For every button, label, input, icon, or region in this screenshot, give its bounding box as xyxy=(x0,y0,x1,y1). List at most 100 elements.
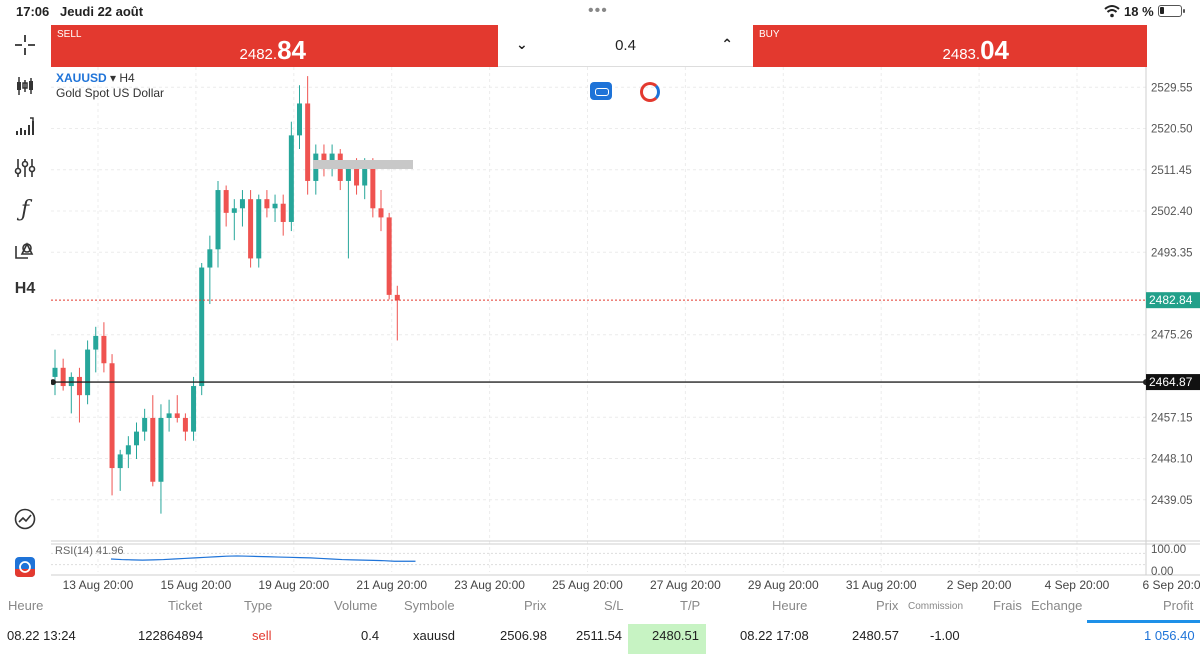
trade-app-icon[interactable] xyxy=(10,552,40,582)
candle-body xyxy=(329,153,335,163)
x-tick-label: 2 Sep 20:00 xyxy=(947,578,1012,592)
row-ticket: 122864894 xyxy=(138,628,204,643)
sell-button[interactable]: SELL 2482.84 xyxy=(51,25,498,67)
y-tick-label: 2529.55 xyxy=(1151,82,1193,94)
objects-icon[interactable] xyxy=(10,235,40,265)
x-tick-label: 25 Aug 20:00 xyxy=(552,578,623,592)
candle-body xyxy=(93,335,99,350)
order-line-handle xyxy=(51,379,56,386)
col-prix-close[interactable]: Prix xyxy=(876,598,899,613)
candle-body xyxy=(199,267,205,387)
col-volume[interactable]: Volume xyxy=(334,598,378,613)
x-tick-label: 27 Aug 20:00 xyxy=(650,578,721,592)
tp-highlight xyxy=(628,624,706,654)
col-sl[interactable]: S/L xyxy=(604,598,624,613)
candle-body xyxy=(297,103,302,136)
rsi-tick-label: 100.00 xyxy=(1151,544,1186,556)
buy-button[interactable]: BUY 2483.04 xyxy=(753,25,1147,67)
sell-label: SELL xyxy=(57,29,82,40)
col-profit[interactable]: Profit xyxy=(1163,598,1194,613)
volume-decrease-chevron-down-icon[interactable]: ⌄ xyxy=(516,36,528,52)
bid-price-label: 2482.84 xyxy=(1149,293,1193,307)
candle-body xyxy=(362,162,368,186)
y-tick-label: 2511.45 xyxy=(1151,165,1192,177)
x-tick-label: 6 Sep 20:00 xyxy=(1143,578,1200,592)
buy-label: BUY xyxy=(759,29,780,40)
y-tick-label: 2448.10 xyxy=(1151,454,1193,466)
candle-body xyxy=(60,367,66,387)
row-prix-close: 2480.57 xyxy=(852,628,899,643)
chart-gauge-icon[interactable] xyxy=(10,504,40,534)
candle-body xyxy=(288,135,294,222)
col-prix[interactable]: Prix xyxy=(524,598,547,613)
settings-sliders-icon[interactable] xyxy=(10,153,40,183)
row-tp: 2480.51 xyxy=(652,628,699,643)
status-bar: 17:06 Jeudi 22 août ••• 18 % xyxy=(0,0,1200,24)
candle-body xyxy=(101,335,107,364)
order-price-tag xyxy=(1146,374,1200,391)
col-tp[interactable]: T/P xyxy=(680,598,701,613)
status-date: Jeudi 22 août xyxy=(60,4,144,19)
col-heure-close[interactable]: Heure xyxy=(772,598,808,613)
row-prix: 2506.98 xyxy=(500,628,547,643)
symbol-description: Gold Spot US Dollar xyxy=(56,86,165,100)
col-echange[interactable]: Echange xyxy=(1031,598,1083,613)
candle-body xyxy=(272,203,278,209)
rsi-label: RSI(14) 41.96 xyxy=(55,545,124,557)
candle-body xyxy=(207,249,213,268)
col-symbole[interactable]: Symbole xyxy=(404,598,455,613)
x-tick-label: 23 Aug 20:00 xyxy=(454,578,525,592)
candles-icon[interactable] xyxy=(10,71,40,101)
volume-input[interactable]: 0.4 xyxy=(615,37,636,54)
table-row[interactable]: 08.22 13:24 122864894 sell 0.4 xauusd 25… xyxy=(0,628,1200,652)
battery-icon xyxy=(1158,5,1185,17)
indicators-icon[interactable] xyxy=(10,112,40,142)
candle-body xyxy=(150,417,156,482)
candle-body xyxy=(370,162,376,209)
row-type: sell xyxy=(252,628,272,643)
candle-body xyxy=(191,386,197,432)
candle-body xyxy=(166,413,172,418)
x-tick-label: 19 Aug 20:00 xyxy=(258,578,329,592)
candle-body xyxy=(264,199,270,209)
row-sl: 2511.54 xyxy=(576,628,623,643)
candle-body xyxy=(52,367,58,377)
candle-body xyxy=(248,199,254,259)
y-tick-label: 2439.05 xyxy=(1151,495,1193,507)
y-tick-label: 2457.15 xyxy=(1151,412,1193,424)
row-symbole: xauusd xyxy=(413,628,455,643)
candle-body xyxy=(386,217,392,295)
symbol-code[interactable]: XAUUSD xyxy=(56,71,107,85)
row-volume: 0.4 xyxy=(361,628,380,643)
price-chart[interactable]: 2529.55 2520.50 2511.45 2502.40 2493.35 2475.… xyxy=(51,67,1200,594)
col-type[interactable]: Type xyxy=(244,598,273,613)
market-depth-icon[interactable] xyxy=(640,82,660,102)
function-icon[interactable]: ƒ xyxy=(20,196,30,222)
col-ticket[interactable]: Ticket xyxy=(168,598,203,613)
x-tick-label: 31 Aug 20:00 xyxy=(846,578,917,592)
candle-body xyxy=(85,349,91,396)
crosshair-icon[interactable] xyxy=(10,30,40,60)
candle-body xyxy=(378,208,384,218)
col-commission[interactable]: Commission xyxy=(908,601,964,612)
col-heure[interactable]: Heure xyxy=(8,598,44,613)
candle-body xyxy=(142,417,148,432)
status-time: 17:06 xyxy=(16,4,50,19)
volume-increase-chevron-up-icon[interactable]: ⌃ xyxy=(721,36,733,52)
timeframe-button[interactable]: H4 xyxy=(14,280,36,297)
x-tick-label: 29 Aug 20:00 xyxy=(748,578,819,592)
multitask-dots-icon[interactable]: ••• xyxy=(588,2,608,19)
y-tick-label: 2475.26 xyxy=(1151,330,1193,342)
profit-sort-indicator xyxy=(1087,620,1200,623)
row-profit: 1 056.40 xyxy=(1144,628,1195,643)
candle-body xyxy=(354,167,360,186)
candle-body xyxy=(231,208,237,213)
candle-body xyxy=(280,203,286,222)
row-heure: 08.22 13:24 xyxy=(7,628,76,643)
col-frais[interactable]: Frais xyxy=(993,598,1022,613)
one-click-trading-icon[interactable] xyxy=(590,82,612,100)
chart-toolbar: ƒ H4 xyxy=(0,24,50,594)
battery-percent: 18 % xyxy=(1124,4,1154,19)
x-tick-label: 15 Aug 20:00 xyxy=(161,578,232,592)
row-commission: -1.00 xyxy=(930,628,960,643)
